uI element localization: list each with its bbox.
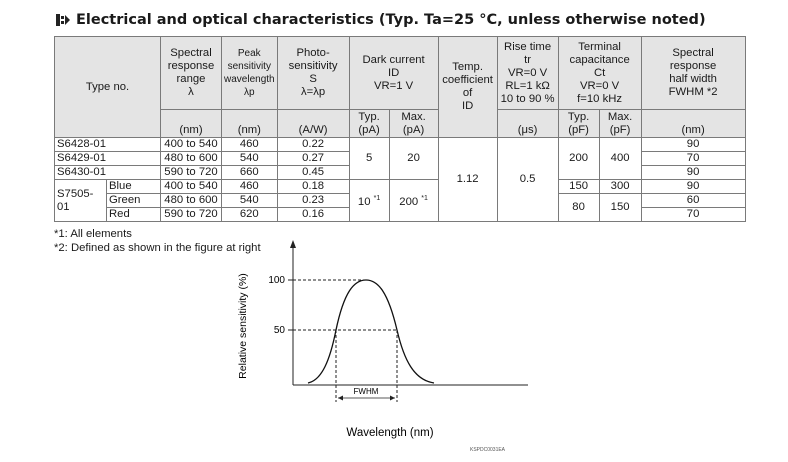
fwhm-label: FWHM	[354, 387, 379, 396]
table-row: S6429-01 480 to 600 540 0.27 70	[54, 151, 746, 166]
unit-rise-time: (μs)	[496, 109, 559, 138]
fwhm-cell: 90	[640, 137, 746, 152]
table-row: Green 480 to 600 540 0.23 80 150 60	[55, 193, 746, 222]
cap-typ-header: Typ. (pF)	[557, 109, 600, 138]
fwhm-cell: 90	[640, 179, 746, 194]
color-cell: Red	[106, 207, 161, 222]
range-cell: 400 to 540	[160, 137, 222, 152]
footnotes: *1: All elements *2: Defined as shown in…	[54, 228, 261, 255]
header-fwhm: Spectral response half width FWHM *2	[640, 36, 746, 110]
cap-max-cell: 400	[598, 137, 642, 180]
photosensitivity-cell: 0.23	[276, 193, 350, 208]
header-peak-wavelength: Peak sensitivity wavelength λp	[221, 36, 278, 110]
dark-typ-cell: 10 *1	[348, 179, 390, 222]
header-rise-time: Rise time tr VR=0 V RL=1 kΩ 10 to 90 %	[496, 36, 559, 110]
header-temp-coefficient: Temp. coefficient of ID	[437, 36, 498, 138]
figure-code: KSPDC0031EA	[470, 447, 506, 453]
cap-max-cell: 150	[598, 193, 642, 222]
response-curve	[307, 279, 435, 384]
fwhm-cell: 60	[640, 193, 746, 208]
cap-max-cell: 300	[598, 179, 642, 194]
cap-typ-cell: 200	[557, 137, 600, 180]
tick-50: 50	[274, 325, 286, 336]
dark-typ-header: Typ. (pA)	[348, 109, 390, 138]
peak-cell: 540	[221, 151, 278, 166]
type-cell: S7505-01	[54, 179, 107, 222]
header-dark-current: Dark current ID VR=1 V	[348, 36, 439, 110]
unit-fwhm: (nm)	[640, 109, 746, 138]
color-cell: Blue	[106, 179, 161, 194]
unit-range: (nm)	[160, 109, 222, 138]
fwhm-cell: 70	[640, 151, 746, 166]
fwhm-cell: 90	[640, 165, 746, 180]
header-spectral-range: Spectral response range λ	[160, 36, 222, 110]
x-axis-label: Wavelength (nm)	[346, 427, 433, 439]
footnote-2: *2: Defined as shown in the figure at ri…	[54, 241, 261, 254]
range-cell: 590 to 720	[160, 207, 222, 222]
peak-cell: 660	[221, 165, 278, 180]
dark-max-cell: 20	[388, 137, 439, 180]
peak-cell: 620	[221, 207, 278, 222]
section-title-text: Electrical and optical characteristics (…	[76, 12, 706, 28]
header-type-no: Type no.	[54, 36, 161, 138]
cap-typ-cell: 80	[557, 193, 600, 222]
characteristics-table: Type no. Spectral response range λ Peak sens…	[54, 36, 746, 222]
rise-time-cell: 0.5	[496, 137, 559, 222]
range-cell: 480 to 600	[160, 151, 222, 166]
tick-100: 100	[268, 275, 285, 286]
cap-max-header: Max. (pF)	[598, 109, 642, 138]
peak-cell: 460	[221, 179, 278, 194]
peak-cell: 460	[221, 137, 278, 152]
dark-typ-cell: 5	[348, 137, 390, 180]
peak-cell: 540	[221, 193, 278, 208]
table-row: S6428-01 400 to 540 460 0.22 5 20 1.12 0…	[54, 137, 746, 222]
unit-photosensitivity: (A/W)	[276, 109, 350, 138]
type-cell: S6429-01	[54, 151, 161, 166]
table-row: Red 590 to 720 620 0.16 70	[55, 207, 746, 222]
dark-max-cell: 200 *1	[388, 179, 439, 222]
y-axis-label: Relative sensitivity (%)	[237, 273, 249, 379]
photosensitivity-cell: 0.22	[276, 137, 350, 152]
section-marker-icon	[56, 14, 70, 26]
range-cell: 400 to 540	[160, 179, 222, 194]
range-cell: 590 to 720	[160, 165, 222, 180]
type-cell: S6428-01	[54, 137, 161, 152]
dark-max-header: Max. (pA)	[388, 109, 439, 138]
type-cell: S6430-01	[54, 165, 161, 180]
photosensitivity-cell: 0.27	[276, 151, 350, 166]
fwhm-cell: 70	[640, 207, 746, 222]
photosensitivity-cell: 0.18	[276, 179, 350, 194]
range-cell: 480 to 600	[160, 193, 222, 208]
fwhm-figure: 100 50 FWHM Relative sensitivity (%) Wav…	[237, 240, 528, 439]
photosensitivity-cell: 0.45	[276, 165, 350, 180]
section-title: Electrical and optical characteristics (…	[56, 12, 706, 28]
y-axis-arrow	[290, 240, 296, 248]
temp-coef-cell: 1.12	[437, 137, 498, 222]
cap-typ-cell: 150	[557, 179, 600, 194]
color-cell: Green	[106, 193, 161, 208]
table-row: S7505-01 Blue 400 to 540 460 0.18 10 *1 …	[54, 179, 746, 222]
footnote-1: *1: All elements	[54, 228, 132, 240]
photosensitivity-cell: 0.16	[276, 207, 350, 222]
unit-peak: (nm)	[221, 109, 278, 138]
